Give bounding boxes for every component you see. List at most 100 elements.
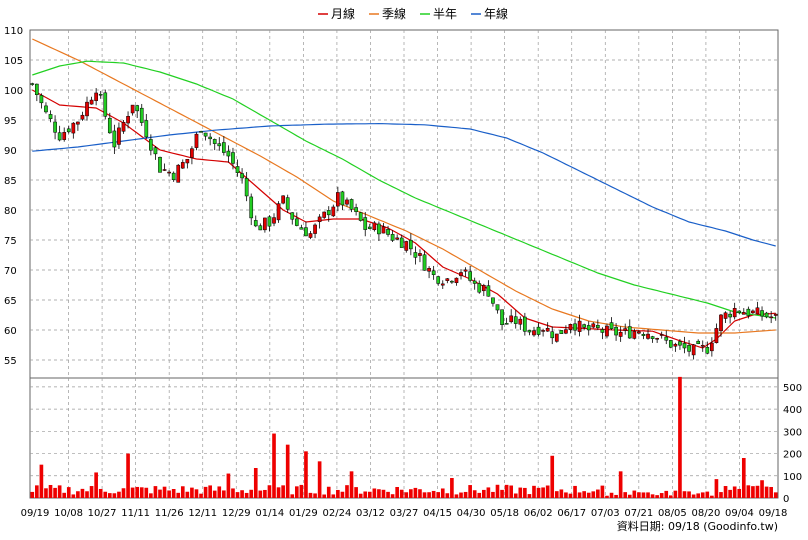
x-tick-label: 04/15 bbox=[423, 508, 452, 519]
volume-tick-label: 500 bbox=[783, 383, 802, 394]
candle-body bbox=[577, 320, 582, 332]
volume-bar bbox=[723, 486, 728, 498]
volume-bar bbox=[568, 493, 573, 498]
price-tick-label: 110 bbox=[4, 26, 23, 37]
volume-bar bbox=[605, 495, 609, 498]
volume-bar bbox=[691, 494, 696, 498]
candle-body bbox=[673, 343, 678, 347]
volume-bar bbox=[732, 486, 737, 498]
candle-body bbox=[71, 122, 76, 134]
candle-body bbox=[272, 217, 276, 224]
volume-bar bbox=[44, 488, 48, 498]
candle-body bbox=[135, 105, 140, 112]
candle-body bbox=[527, 330, 532, 333]
candle-body bbox=[468, 271, 472, 281]
candle-body bbox=[208, 136, 213, 140]
candle-body bbox=[714, 328, 719, 344]
volume-bar bbox=[130, 487, 135, 498]
candle-body bbox=[281, 195, 285, 204]
volume-bar bbox=[117, 491, 121, 498]
price-tick-label: 60 bbox=[4, 326, 17, 337]
volume-bar bbox=[358, 493, 363, 498]
candle-body bbox=[691, 344, 696, 356]
candle-body bbox=[641, 333, 646, 336]
x-tick-label: 06/17 bbox=[557, 508, 586, 519]
candle-body bbox=[231, 152, 235, 164]
volume-bar bbox=[76, 491, 80, 498]
candle-body bbox=[112, 130, 117, 148]
candle-body bbox=[62, 132, 67, 140]
candle-body bbox=[107, 117, 112, 134]
candle-body bbox=[290, 212, 295, 220]
candle-body bbox=[85, 101, 89, 117]
candle-body bbox=[149, 139, 153, 151]
candle-body bbox=[591, 323, 596, 328]
volume-bar bbox=[773, 492, 778, 498]
candle-body bbox=[687, 345, 691, 352]
candle-body bbox=[751, 310, 755, 314]
volume-bar bbox=[331, 494, 336, 498]
candle-body bbox=[76, 121, 80, 125]
volume-bar bbox=[477, 492, 482, 498]
candle-body bbox=[541, 330, 545, 332]
volume-bar bbox=[655, 495, 659, 498]
x-tick-label: 10/27 bbox=[88, 508, 117, 519]
candle-body bbox=[212, 139, 217, 144]
candle-body bbox=[354, 207, 358, 212]
volume-bar bbox=[377, 489, 381, 498]
x-tick-label: 05/18 bbox=[490, 508, 519, 519]
volume-bar bbox=[637, 492, 641, 498]
candle-body bbox=[532, 330, 536, 336]
x-tick-label: 09/19 bbox=[21, 508, 50, 519]
volume-bar bbox=[326, 486, 331, 498]
candle-body bbox=[66, 128, 71, 133]
candle-body bbox=[764, 312, 769, 318]
volume-bar bbox=[509, 485, 514, 498]
candle-body bbox=[30, 83, 35, 85]
candle-body bbox=[450, 280, 454, 283]
volume-bar bbox=[513, 493, 518, 498]
volume-tick-label: 300 bbox=[783, 427, 802, 438]
volume-bar bbox=[459, 492, 463, 498]
volume-bar bbox=[550, 455, 555, 498]
volume-bar bbox=[313, 493, 317, 498]
volume-bar bbox=[390, 494, 395, 498]
volume-bar bbox=[632, 490, 637, 498]
candle-body bbox=[609, 322, 614, 329]
volume-bar bbox=[35, 485, 39, 498]
candle-body bbox=[746, 308, 751, 316]
candle-body bbox=[773, 313, 778, 316]
volume-bar bbox=[673, 490, 678, 498]
candle-body bbox=[436, 276, 441, 284]
ma-line-ma_month bbox=[32, 89, 776, 349]
candle-body bbox=[627, 326, 632, 339]
candle-body bbox=[741, 312, 746, 315]
candlesticks bbox=[30, 82, 778, 360]
volume-bar bbox=[541, 487, 545, 498]
volume-bar bbox=[404, 492, 409, 498]
volume-bar bbox=[285, 444, 290, 498]
candle-body bbox=[710, 342, 714, 352]
candle-body bbox=[404, 241, 409, 251]
candle-body bbox=[554, 333, 559, 342]
candle-body bbox=[94, 92, 98, 101]
volume-bar bbox=[760, 480, 764, 498]
x-tick-label: 03/12 bbox=[356, 508, 385, 519]
candle-body bbox=[445, 278, 450, 281]
volume-bar bbox=[668, 495, 673, 498]
volume-bar bbox=[203, 486, 208, 498]
x-axis: 09/19 10/08 10/27 11/11 11/26 12/11 12/29 01/14… bbox=[21, 508, 788, 519]
candle-body bbox=[331, 206, 336, 217]
volume-bar bbox=[463, 491, 468, 498]
volume-bar bbox=[272, 433, 276, 498]
volume-bar bbox=[222, 490, 226, 498]
volume-bar bbox=[641, 492, 646, 498]
volume-bar bbox=[436, 492, 441, 498]
volume-tick-label: 100 bbox=[783, 472, 802, 483]
volume-bar bbox=[263, 489, 267, 498]
candle-body bbox=[313, 224, 317, 234]
candle-body bbox=[167, 171, 171, 174]
volume-bar bbox=[564, 492, 568, 498]
price-tick-label: 100 bbox=[4, 86, 23, 97]
candle-body bbox=[258, 225, 263, 231]
